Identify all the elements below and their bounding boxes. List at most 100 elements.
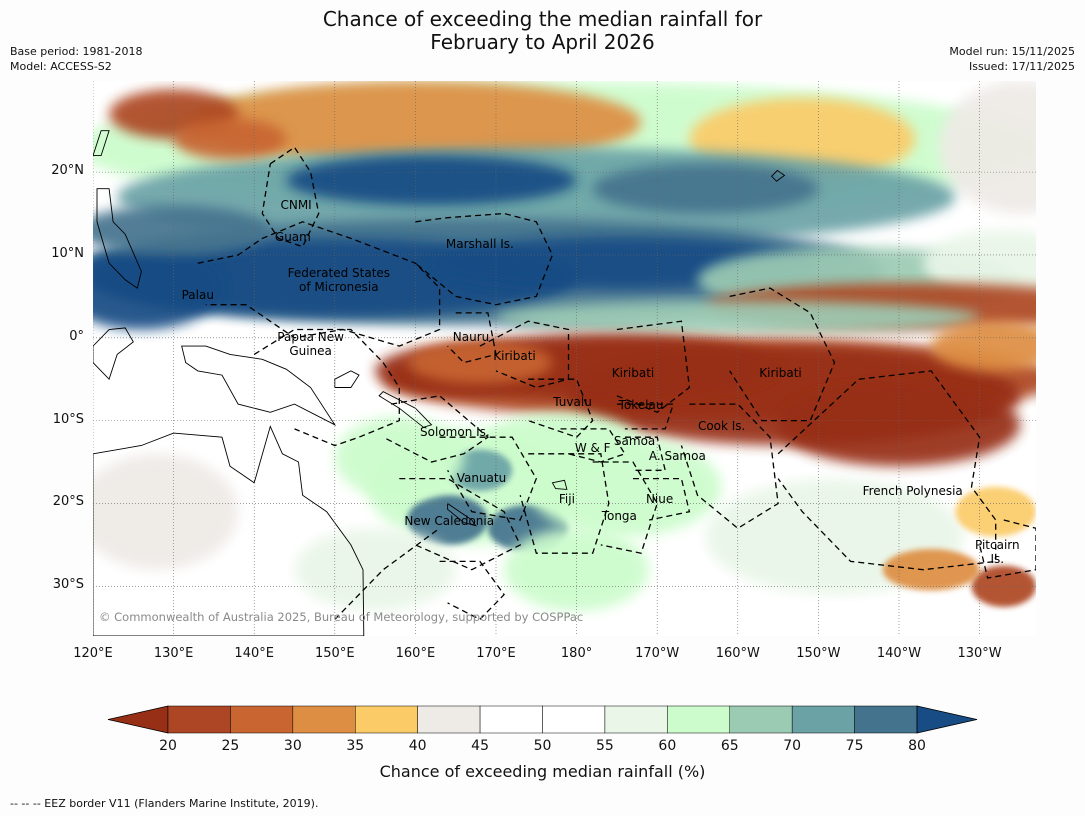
field-blob	[931, 321, 1036, 371]
hawaii-coast	[770, 169, 786, 182]
eez-border	[777, 370, 997, 571]
region-label: Pitcairn Is.	[975, 538, 1020, 567]
eez-border	[253, 328, 400, 447]
region-label: Federated States of Micronesia	[287, 265, 391, 294]
eez-border	[439, 436, 538, 521]
field-blob	[407, 495, 488, 545]
colorbar-segment	[355, 705, 418, 734]
region-label: Palau	[181, 287, 214, 302]
field-blob	[93, 453, 239, 570]
eez-border	[560, 428, 626, 463]
region-label: W & F	[574, 440, 611, 455]
field-blob	[93, 246, 222, 330]
colorbar-segment	[542, 705, 606, 734]
lat-tick-label: 20°N	[51, 163, 84, 179]
eez-border	[197, 221, 441, 347]
eez-border	[624, 436, 667, 471]
colorbar-segment	[230, 705, 294, 734]
eez-border	[414, 212, 554, 306]
field-blob	[504, 528, 650, 612]
eez-border	[616, 320, 691, 414]
colorbar-segment	[729, 705, 793, 734]
eez-border	[680, 403, 779, 530]
base-period: Base period: 1981-2018	[10, 45, 143, 58]
colorbar-tick-label: 20	[159, 738, 177, 754]
colorbar-tick-label: 30	[283, 738, 302, 754]
field-blob	[407, 341, 553, 385]
eez-border	[978, 519, 1036, 579]
lon-tick-label: 130°E	[153, 646, 194, 661]
field-blob	[592, 163, 819, 214]
region-label: Kiribati	[611, 365, 655, 380]
map-panel: © Commonwealth of Australia 2025, Bureau…	[93, 81, 1036, 636]
lon-tick-label: 170°W	[635, 646, 680, 661]
region-label: New Caledonia	[404, 513, 495, 528]
fiji-coast	[551, 479, 568, 490]
lat-tick-label: 10°N	[51, 245, 84, 261]
lat-tick-label: 10°S	[52, 411, 84, 427]
title-line-1: Chance of exceeding the median rainfall …	[322, 7, 763, 31]
colorbar-tick-label: 50	[533, 738, 552, 754]
colorbar-tick-label: 70	[783, 738, 802, 754]
field-blob	[173, 118, 287, 160]
lon-tick-label: 140°W	[876, 646, 922, 661]
region-label: Samoa	[613, 433, 656, 448]
philippines-coast	[96, 188, 142, 289]
new-britain-coast	[334, 370, 360, 388]
lat-tick-label: 30°S	[52, 577, 84, 593]
colorbar-tick-label: 65	[720, 738, 739, 754]
lon-tick-label: 150°E	[315, 646, 355, 661]
lon-tick-label: 160°W	[715, 646, 760, 661]
region-label: Cook Is.	[697, 418, 746, 433]
colorbar-tick-label: 45	[471, 738, 489, 754]
field-blob	[294, 528, 456, 612]
region-label: Kiribati	[493, 349, 536, 363]
colorbar-extend-low	[107, 705, 169, 734]
lon-tick-label: 130°W	[957, 646, 1002, 661]
field-blob	[882, 549, 980, 591]
meta-right: Model run: 15/11/2025 Issued: 17/11/2025	[949, 44, 1075, 74]
eez-border	[261, 146, 320, 248]
copyright-notice: © Commonwealth of Australia 2025, Bureau…	[99, 610, 584, 624]
colorbar-tick-label: 35	[346, 738, 365, 754]
region-label: Niue	[645, 492, 674, 507]
colorbar-segment	[854, 705, 918, 734]
field-blob	[189, 81, 642, 164]
colorbar-segment	[167, 705, 231, 734]
field-blob	[286, 155, 577, 206]
region-label: Tonga	[601, 508, 637, 523]
eez-border	[519, 453, 610, 554]
gridlines	[93, 81, 1036, 636]
eez-border	[729, 287, 836, 422]
region-label: French Polynesia	[862, 484, 963, 499]
field-blob	[923, 230, 1036, 297]
title-line-2: February to April 2026	[430, 30, 655, 54]
lon-tick-label: 170°E	[476, 646, 516, 661]
eez-border	[334, 527, 440, 620]
field-blob	[496, 300, 980, 334]
colorbar-tick-label: 75	[845, 738, 864, 754]
colorbar-segment	[417, 705, 481, 734]
region-label: CNMI	[280, 198, 312, 213]
lat-tick-label: 0°	[69, 328, 84, 344]
colorbar-segment	[791, 705, 855, 734]
colorbar-title: Chance of exceeding median rainfall (%)	[379, 762, 706, 781]
colorbar-tick-label: 55	[595, 738, 614, 754]
region-label: Nauru	[452, 329, 490, 344]
lon-tick-label: 150°W	[796, 646, 841, 661]
chart-title: Chance of exceeding the median rainfall …	[0, 8, 1085, 54]
region-label: Tuvalu	[553, 395, 592, 410]
region-label: Papua New Guinea	[277, 329, 344, 358]
field-blob	[93, 205, 271, 255]
eez-border	[439, 560, 505, 621]
colorbar-tick-label: 40	[408, 738, 427, 754]
colorbar	[107, 705, 978, 734]
colorbar-segment	[604, 705, 668, 734]
lon-tick-label: 120°E	[73, 646, 113, 661]
colorbar-tick-label: 60	[658, 738, 677, 754]
australia-coast	[93, 425, 365, 636]
probability-field	[93, 81, 1036, 612]
region-label: Guam	[274, 229, 311, 244]
colorbar-extend-high	[916, 705, 978, 734]
colorbar-segment	[479, 705, 543, 734]
